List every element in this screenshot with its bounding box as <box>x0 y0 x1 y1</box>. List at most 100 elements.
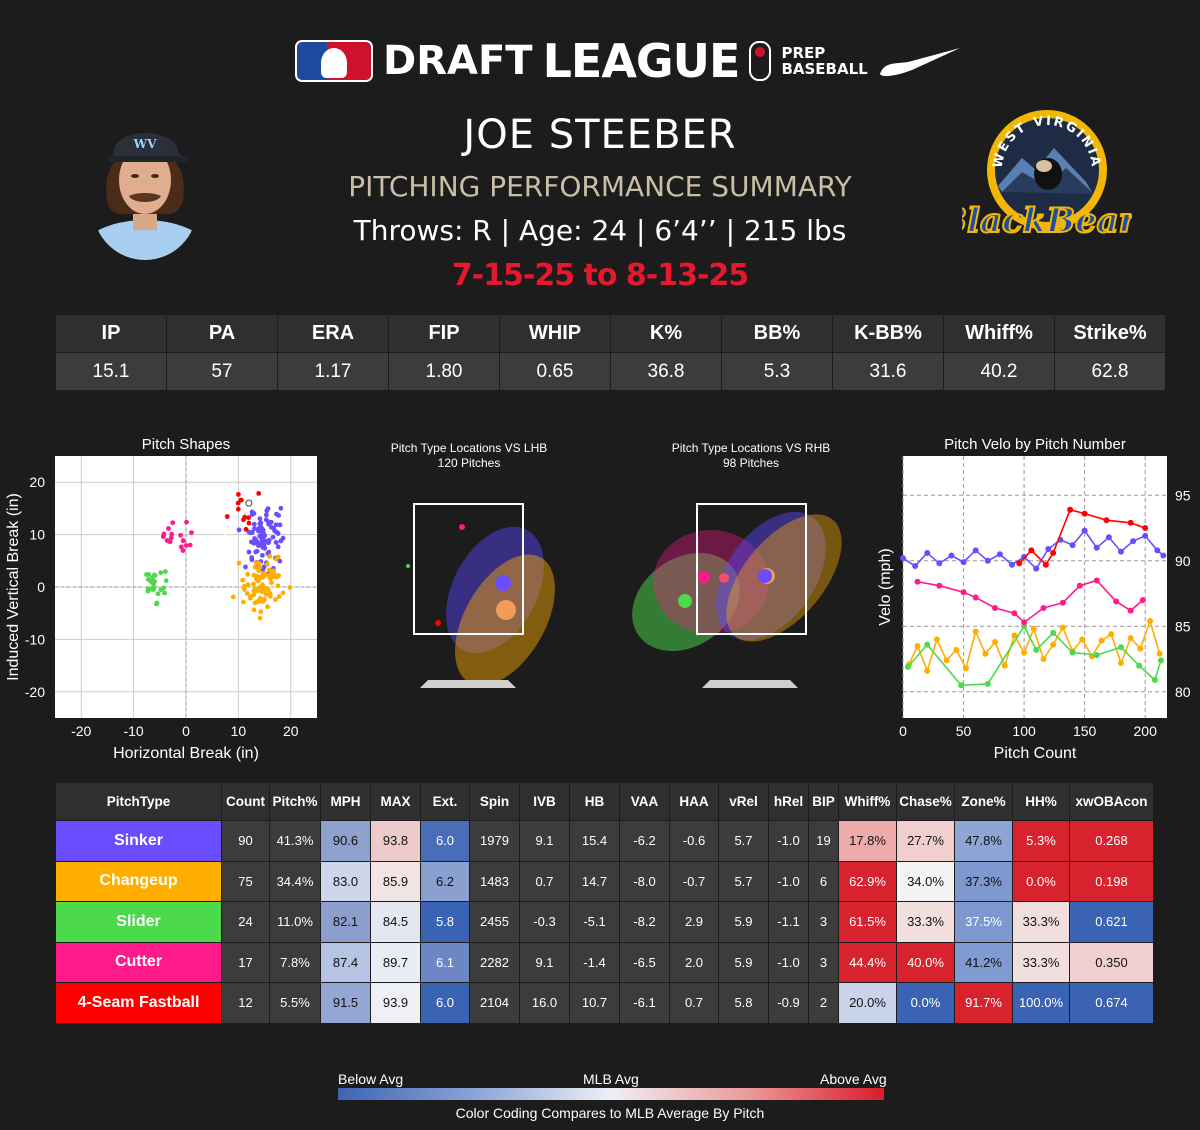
cell-haa: -0.6 <box>669 820 719 862</box>
cell-xwobacon: 0.268 <box>1069 820 1154 862</box>
pitch-point <box>256 490 262 496</box>
velo-point <box>1157 657 1164 664</box>
cell-haa: -0.7 <box>669 860 719 902</box>
pitch-point <box>152 573 158 578</box>
col-header-hrel: hRel <box>768 782 809 821</box>
velo-point <box>914 578 921 585</box>
cell-hb: 14.7 <box>569 860 620 902</box>
velo-point <box>984 557 991 564</box>
pitch-point <box>151 585 157 590</box>
stat-value-whiff: 40.2 <box>943 352 1055 391</box>
pitch-point <box>263 512 269 518</box>
pitch-point <box>145 577 151 582</box>
pitch-point <box>262 538 268 544</box>
cell-max: 84.5 <box>370 901 421 943</box>
pitch-point <box>251 607 257 613</box>
velo-point <box>1103 517 1110 524</box>
cell-xwobacon: 0.198 <box>1069 860 1154 902</box>
pitch-point <box>258 609 264 615</box>
pitch-point <box>243 526 249 532</box>
table-row: 4-Seam Fastball 12 5.5% 91.5 93.9 6.0 2104 16.0… <box>55 982 1154 1024</box>
velo-point <box>1040 656 1047 663</box>
pitch-point <box>269 580 274 586</box>
cell-count: 90 <box>221 820 270 862</box>
y-tick-label: 85 <box>1175 618 1191 634</box>
pitch-point <box>155 591 161 597</box>
pitch-point <box>241 517 246 523</box>
velo-point <box>904 663 911 670</box>
cell-hrel: -1.1 <box>768 901 809 943</box>
pitch-point <box>406 564 410 568</box>
cell-bip: 19 <box>808 820 839 862</box>
pitch-point <box>260 582 265 588</box>
cell-hrel: -1.0 <box>768 860 809 902</box>
pitch-point <box>253 549 259 555</box>
pitch-point <box>266 549 272 555</box>
table-row: Cutter 17 7.8% 87.4 89.7 6.1 2282 9.1 -1.4 -6.5 2.… <box>55 941 1154 983</box>
cell-whiff: 20.0% <box>838 982 897 1024</box>
pitch-point <box>277 558 283 564</box>
col-header-hb: HB <box>569 782 620 821</box>
cell-vrel: 5.9 <box>718 941 769 983</box>
arm-angle-line <box>185 502 250 588</box>
pitch-point <box>250 581 256 587</box>
velo-point <box>1040 604 1047 611</box>
cell-ivb: -0.3 <box>519 901 570 943</box>
cell-vaa: -6.2 <box>619 820 670 862</box>
pitch-point <box>252 564 258 570</box>
velo-point <box>948 552 955 559</box>
player-bio: Throws: R | Age: 24 | 6’4’’ | 215 lbs <box>353 214 847 247</box>
x-tick-label: 0 <box>899 723 907 739</box>
cell-count: 75 <box>221 860 270 902</box>
brand-bar: DRAFT LEAGUE PREP BASEBALL <box>295 34 962 88</box>
pitch-point <box>266 540 271 546</box>
velo-point <box>1079 636 1086 643</box>
stat-value-era: 1.17 <box>277 352 389 391</box>
pitch-point <box>241 586 247 592</box>
cell-hb: -5.1 <box>569 901 620 943</box>
velo-point <box>1069 542 1076 549</box>
cell-bip: 3 <box>808 901 839 943</box>
pitch-point <box>252 600 258 606</box>
col-header-haa: HAA <box>669 782 719 821</box>
season-stats-table: IP PA ERA FIP WHIP K% BB% K-BB% Whiff% Strike% 15… <box>55 314 1166 391</box>
legend-above-label: Above Avg <box>820 1071 887 1087</box>
stat-header-era: ERA <box>277 314 389 353</box>
rhb-locations-chart <box>632 503 842 688</box>
pitch-point <box>158 570 164 576</box>
changeup-mean <box>496 600 516 620</box>
velo-point <box>1136 662 1143 669</box>
pitch-point <box>251 521 257 527</box>
pitch-type-cell: Slider <box>55 901 222 943</box>
cell-mph: 83.0 <box>320 860 371 902</box>
stat-value-fip: 1.80 <box>388 352 500 391</box>
velo-point <box>1021 619 1028 626</box>
pitch-point <box>270 534 276 540</box>
svg-text:WV: WV <box>133 137 157 151</box>
pitch-point <box>257 533 263 539</box>
pitch-point <box>184 519 189 525</box>
velo-point <box>972 594 979 601</box>
pitch-point <box>272 528 278 534</box>
pitch-point <box>169 531 175 537</box>
pitch-point <box>258 520 264 526</box>
pitch-point <box>253 560 259 566</box>
pitch-point <box>163 578 169 584</box>
cell-max: 93.8 <box>370 820 421 862</box>
pitch-point <box>275 583 281 589</box>
x-tick-label: 0 <box>182 723 190 739</box>
stat-value-kbb: 31.6 <box>832 352 944 391</box>
pitch-point <box>252 540 258 545</box>
velo-point <box>1030 625 1037 632</box>
cell-hh: 5.3% <box>1012 820 1070 862</box>
y-axis-label: Velo (mph) <box>877 548 894 625</box>
velo-point <box>1093 544 1100 551</box>
cell-max: 93.9 <box>370 982 421 1024</box>
cell-count: 12 <box>221 982 270 1024</box>
velo-point <box>1098 637 1105 644</box>
cell-zone: 91.7% <box>954 982 1013 1024</box>
velo-point <box>1151 677 1158 684</box>
velo-point <box>958 682 965 689</box>
velo-point <box>1139 597 1146 604</box>
pitch-point <box>246 549 252 555</box>
